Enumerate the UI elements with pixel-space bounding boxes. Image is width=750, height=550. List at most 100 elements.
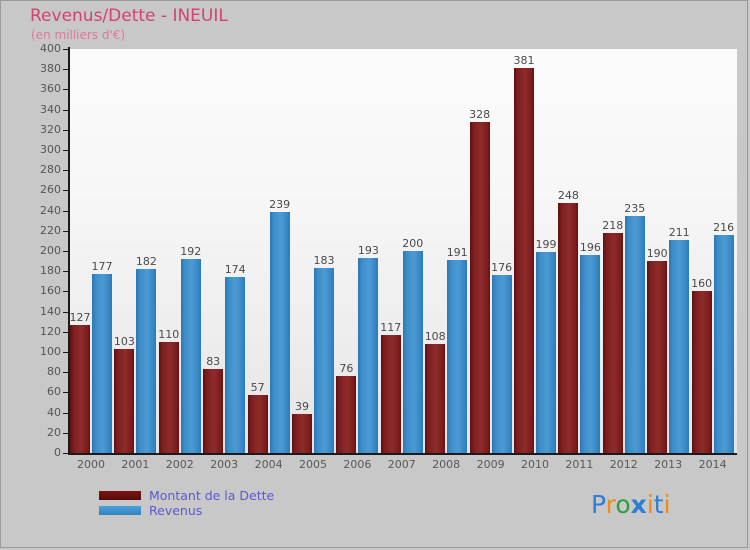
bar-group: 190 211 <box>647 49 691 453</box>
x-axis-tick-label: 2011 <box>565 458 594 471</box>
bar-dette-2014[interactable]: 160 <box>691 278 712 453</box>
bar-revenus-2014[interactable]: 216 <box>713 222 734 453</box>
y-axis-tick-label: 200 <box>40 244 61 257</box>
y-axis-tick-label: 300 <box>40 143 61 156</box>
bar-revenus-2004[interactable]: 239 <box>269 199 290 453</box>
bar-value-label: 200 <box>402 237 424 250</box>
bar-dette-2005[interactable]: 39 <box>292 401 312 453</box>
bar-revenus-2000[interactable]: 177 <box>92 261 113 453</box>
bar-dette-2008[interactable]: 108 <box>425 331 446 453</box>
bar-dette-2013[interactable]: 190 <box>647 248 668 453</box>
x-axis-tick-label: 2014 <box>698 458 727 471</box>
y-axis-tick-mark <box>63 453 69 454</box>
y-axis-tick-mark <box>63 312 69 313</box>
bar-group: 127 177 <box>70 49 114 453</box>
y-axis-tick-mark <box>63 291 69 292</box>
bar-revenus-2009[interactable]: 176 <box>491 262 512 453</box>
y-axis-tick-label: 240 <box>40 203 61 217</box>
bar-group: 328 176 <box>469 49 514 453</box>
chart-subtitle: (en milliers d'€) <box>31 28 126 42</box>
bar-group: 160 216 <box>691 49 736 453</box>
x-axis-line <box>68 453 737 455</box>
bar-value-label: 381 <box>513 54 535 68</box>
y-axis-tick-mark <box>63 392 69 393</box>
y-axis-labels: 400 380 360 340 320 300 280 260 240 220 200 180 160 1… <box>21 1 61 547</box>
proxiti-logo: Proxiti <box>591 490 671 519</box>
y-axis-tick-mark <box>63 150 69 151</box>
bar-value-label: 110 <box>158 327 180 341</box>
x-axis-tick-label: 2013 <box>654 458 683 471</box>
bar-dette-2011[interactable]: 248 <box>558 190 579 453</box>
bar-revenus-2013[interactable]: 211 <box>669 227 690 453</box>
bar-dette-2002[interactable]: 110 <box>158 329 179 453</box>
y-axis-tick-label: 140 <box>40 304 61 318</box>
y-axis-tick-mark <box>63 413 69 414</box>
logo-letter: i <box>646 490 654 519</box>
legend-item[interactable]: Montant de la Dette <box>99 488 274 503</box>
bar-value-label: 76 <box>339 362 354 376</box>
y-axis-tick-mark <box>63 49 69 50</box>
x-axis-tick-label: 2001 <box>121 458 150 471</box>
y-axis-tick-label: 80 <box>47 365 61 379</box>
legend-swatch <box>99 491 141 500</box>
chart-legend: Montant de la Dette Revenus <box>99 488 274 518</box>
bar-group: 248 196 <box>558 49 602 453</box>
bar-dette-2001[interactable]: 103 <box>114 336 135 453</box>
y-axis-tick-mark <box>63 271 69 272</box>
bar-revenus-2001[interactable]: 182 <box>136 256 157 453</box>
y-axis-tick-label: 100 <box>40 345 61 358</box>
y-axis-tick-label: 380 <box>40 62 61 76</box>
y-axis-tick-label: 180 <box>40 264 61 278</box>
bar-revenus-2008[interactable]: 191 <box>447 247 468 453</box>
y-axis-tick-label: 360 <box>40 82 61 96</box>
bar-group: 76 193 <box>336 49 380 453</box>
bar-dette-2012[interactable]: 218 <box>602 220 623 453</box>
bar-group: 110 192 <box>158 49 203 453</box>
bar-dette-2010[interactable]: 381 <box>514 55 535 453</box>
bar-value-label: 216 <box>713 220 735 234</box>
bar-revenus-2006[interactable]: 193 <box>358 245 379 453</box>
x-axis-tick-label: 2006 <box>343 458 372 471</box>
x-axis-tick-label: 2009 <box>476 458 505 471</box>
logo-letter: i <box>663 490 671 519</box>
x-axis-tick-label: 2007 <box>387 458 416 471</box>
bar-revenus-2010[interactable]: 199 <box>536 239 557 453</box>
bar-revenus-2012[interactable]: 235 <box>624 203 645 453</box>
x-axis-tick-label: 2000 <box>77 458 105 471</box>
bar-dette-2006[interactable]: 76 <box>336 363 357 453</box>
bar-group: 57 239 <box>247 49 292 453</box>
bar-dette-2007[interactable]: 117 <box>380 322 401 453</box>
y-axis-tick-label: 260 <box>40 183 61 197</box>
y-axis-tick-mark <box>63 372 69 373</box>
x-axis-tick-label: 2005 <box>299 458 327 471</box>
bar-value-label: 117 <box>380 320 402 334</box>
bar-value-label: 176 <box>491 261 513 275</box>
bar-value-label: 127 <box>69 310 91 324</box>
bar-dette-2000[interactable]: 127 <box>70 312 91 453</box>
logo-letter: t <box>653 490 664 519</box>
bar-value-label: 182 <box>135 255 157 269</box>
bar-revenus-2011[interactable]: 196 <box>580 242 601 453</box>
y-axis-tick-mark <box>63 211 69 212</box>
bar-group: 103 182 <box>114 49 158 453</box>
bar-dette-2004[interactable]: 57 <box>247 382 268 453</box>
x-axis-tick-label: 2008 <box>432 458 461 471</box>
y-axis-tick-mark <box>63 231 69 232</box>
y-axis-tick-mark <box>63 69 69 70</box>
bar-revenus-2007[interactable]: 200 <box>402 238 423 453</box>
y-axis-line <box>68 47 70 455</box>
bar-value-label: 235 <box>624 201 646 215</box>
bar-value-label: 211 <box>668 225 690 239</box>
bar-revenus-2002[interactable]: 192 <box>180 246 201 453</box>
bar-group: 39 183 <box>292 49 336 453</box>
legend-item[interactable]: Revenus <box>99 503 274 518</box>
bar-dette-2003[interactable]: 83 <box>203 356 224 453</box>
bar-value-label: 177 <box>91 260 113 274</box>
bar-dette-2009[interactable]: 328 <box>469 109 490 453</box>
bar-value-label: 218 <box>602 218 624 232</box>
bar-value-label: 160 <box>691 277 713 291</box>
bar-revenus-2003[interactable]: 174 <box>225 264 246 453</box>
bar-value-label: 174 <box>224 263 246 277</box>
bar-revenus-2005[interactable]: 183 <box>314 255 335 453</box>
